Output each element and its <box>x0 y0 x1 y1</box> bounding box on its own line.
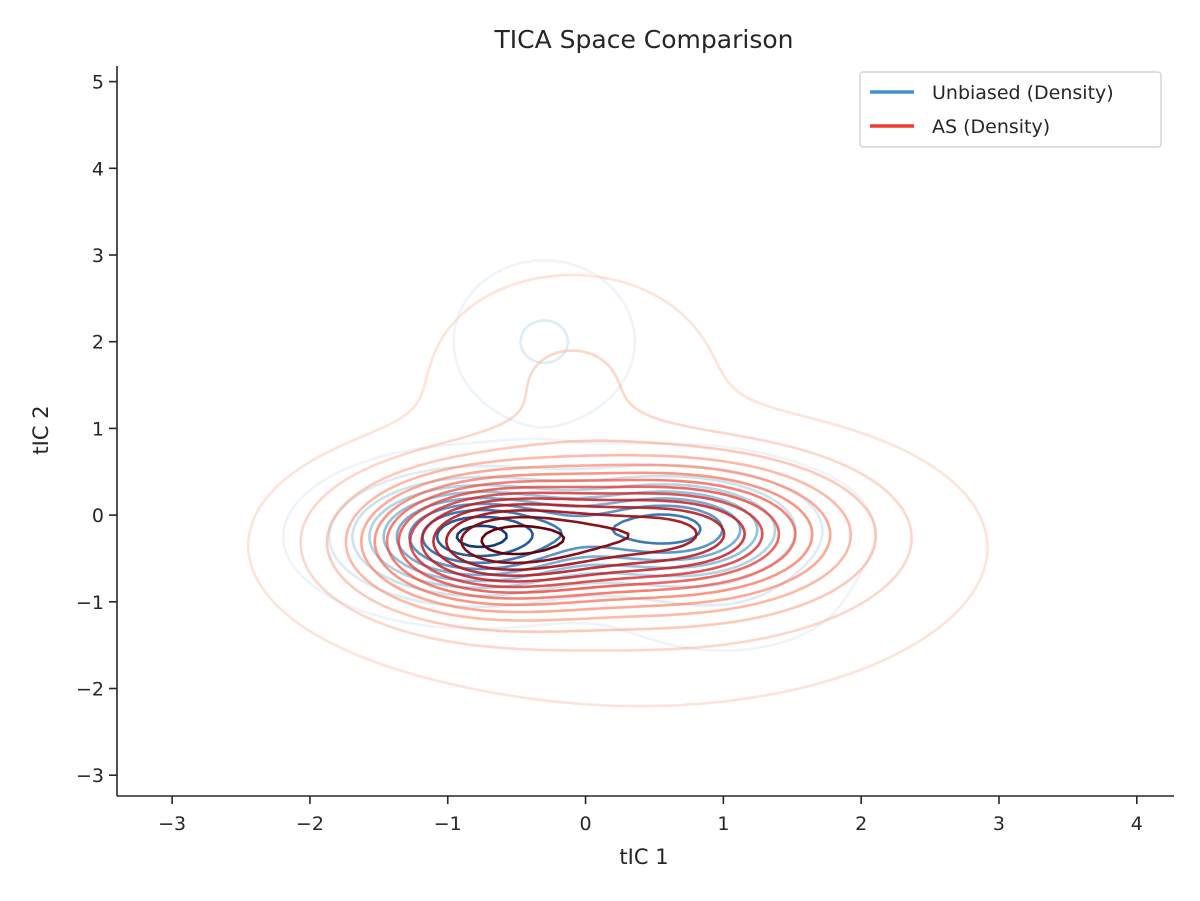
contour-line-as <box>445 509 698 571</box>
contour-line-as <box>360 463 832 614</box>
legend-label-as: AS (Density) <box>932 116 1050 138</box>
contour-line-as <box>325 439 878 633</box>
contour-line-as <box>344 453 852 622</box>
y-tick-label: −3 <box>76 765 104 787</box>
contour-group-as <box>246 273 989 708</box>
legend: Unbiased (Density) AS (Density) <box>859 71 1162 148</box>
x-tick-label: −3 <box>158 813 186 835</box>
contour-line-as <box>432 503 726 577</box>
y-tick-label: −1 <box>76 592 104 614</box>
chart-title: TICA Space Comparison <box>494 25 794 54</box>
y-axis-label: tIC 2 <box>29 405 53 454</box>
y-tick-label: −2 <box>76 678 104 700</box>
x-tick-label: 4 <box>1131 813 1143 835</box>
contour-layer <box>246 259 989 708</box>
y-tick-label: 0 <box>92 505 104 527</box>
y-tick-label: 3 <box>92 245 104 267</box>
x-tick-label: −2 <box>296 813 324 835</box>
y-tick-label: 4 <box>92 158 104 180</box>
y-tick-label: 5 <box>92 72 104 94</box>
contour-line-as <box>420 497 746 583</box>
x-axis-label: tIC 1 <box>619 845 668 869</box>
x-tick-label: 0 <box>580 813 592 835</box>
contour-line-as <box>373 471 814 607</box>
x-tick-label: 3 <box>993 813 1005 835</box>
contour-line-as <box>385 478 797 600</box>
contour-line-as <box>460 515 630 565</box>
contour-line-as <box>408 491 764 589</box>
legend-frame <box>859 71 1162 148</box>
y-tick-label: 1 <box>92 418 104 440</box>
contour-line-unbiased <box>281 259 877 652</box>
x-tick-label: 1 <box>717 813 729 835</box>
x-tick-label: 2 <box>855 813 867 835</box>
contour-line-as <box>480 524 566 556</box>
contour-line-as <box>397 485 781 594</box>
x-tick-label: −1 <box>434 813 462 835</box>
contour-line-as <box>246 273 989 708</box>
legend-label-unbiased: Unbiased (Density) <box>932 82 1114 104</box>
y-tick-label: 2 <box>92 332 104 354</box>
axes: −3 −2 −1 0 1 2 3 4 −3 −2 −1 0 1 2 3 4 5 <box>76 66 1174 835</box>
contour-line-as <box>299 349 913 652</box>
